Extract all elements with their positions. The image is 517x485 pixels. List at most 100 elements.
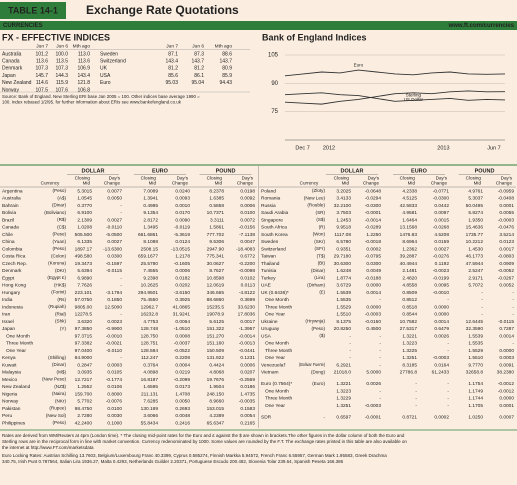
country: Australia	[2, 196, 21, 202]
rate-value: 151.322	[207, 326, 225, 332]
rate-value: -0.0267	[498, 275, 515, 281]
rate-value: 2.7280	[77, 413, 92, 419]
rate-value: 0.2165	[240, 420, 255, 426]
rate-value: 41.0865	[173, 304, 191, 310]
column-header: Jun 7	[36, 43, 48, 49]
rate-value: 0.5858	[209, 203, 224, 209]
rate-value: 32.2100	[334, 203, 352, 209]
rate-value: 1.9350	[468, 217, 483, 223]
index-name: Canada	[2, 59, 20, 65]
sub-header: Change	[363, 181, 380, 186]
rate-value: 0.0064	[175, 319, 190, 325]
currency: (SR)	[316, 210, 326, 215]
index-name: USA	[100, 73, 111, 79]
rate-value: 17.8036	[238, 312, 256, 318]
index-value: 101.2	[35, 51, 48, 57]
rate-value: -0.2099	[174, 377, 191, 383]
rate-value: 8.1375	[336, 319, 351, 325]
country: Philippines	[2, 420, 26, 426]
rate-value: -0.0156	[239, 225, 256, 231]
rate-value: 0.0014	[366, 290, 381, 296]
group-header: POUND	[475, 168, 495, 174]
rate-value: 0.0001	[499, 203, 514, 209]
rate-value: -	[120, 356, 122, 361]
rate-value: -1.0510	[174, 326, 191, 332]
rate-value: 3.6320	[77, 319, 92, 325]
rate-value: 19078.9	[207, 312, 225, 318]
rate-value: -	[481, 291, 483, 296]
rate-value: 775.341	[207, 254, 225, 260]
country: Bolivia	[2, 210, 16, 216]
rate-value: 0.0000	[366, 304, 381, 310]
rate-value: 3.0935	[77, 370, 92, 376]
country: One Month	[265, 388, 289, 394]
rate-value: 0.0097	[434, 210, 449, 216]
currency: (M$)	[57, 369, 67, 374]
rate-value: 4.8558	[402, 283, 417, 289]
rate-value: 4.7753	[143, 319, 158, 325]
rate-value: 505.500	[75, 232, 93, 238]
rate-value: 0.0050	[175, 399, 190, 405]
rate-value: 0.6479	[434, 326, 449, 332]
currency: (DKr)	[55, 268, 66, 273]
rate-value: 65.6347	[207, 420, 225, 426]
country: Colombia	[2, 246, 23, 252]
rate-value: -0.1774	[106, 377, 123, 383]
rate-value: 2947.90	[207, 246, 225, 252]
rate-value: 32658.8	[466, 370, 484, 376]
currency: (Dinar)	[52, 203, 67, 208]
rate-value: 0.0000	[434, 304, 449, 310]
rate-value: 55.8434	[141, 420, 159, 426]
rate-value: 0.0090	[175, 217, 190, 223]
index-value: 145.7	[35, 73, 48, 79]
country: One Month	[6, 333, 30, 339]
country: Saudi Arabia	[261, 210, 289, 216]
group-header: DOLLAR	[341, 168, 364, 174]
column-header: Mth ago	[73, 43, 91, 49]
rate-value: 0.0027	[107, 239, 122, 245]
index-value: 95.03	[165, 80, 178, 86]
rate-value: 1476.83	[400, 232, 418, 238]
rate-value: 33.6230	[238, 304, 256, 310]
rate-value: 1.6248	[336, 268, 351, 274]
rate-value: 0.0093	[175, 196, 190, 202]
rate-value: 8.6964	[402, 239, 417, 245]
chart-title: Bank of England Indices	[262, 32, 367, 42]
rate-value: 8.2378	[209, 188, 224, 194]
rate-value: 2.8172	[143, 217, 158, 223]
rate-value: 2.5247	[468, 268, 483, 274]
country: UK (0.6436)*	[261, 290, 289, 296]
rate-value: 32.3590	[466, 326, 484, 332]
rate-value: -0.0110	[106, 348, 122, 354]
currency: (R)	[319, 224, 326, 229]
rate-value: 0.0055	[499, 210, 514, 216]
rate-value: -	[447, 397, 449, 402]
country: Bahrain	[2, 203, 19, 209]
rate-value: 0.0054	[240, 413, 255, 419]
section-url: www.ft.com/currencies	[448, 23, 515, 29]
index-name: Japan	[2, 73, 16, 79]
index-value: 113.0	[78, 51, 90, 57]
currency: (Peso)	[52, 420, 66, 425]
rate-value: 0.0004	[175, 362, 190, 368]
rate-value: -	[349, 342, 351, 347]
rate-value: 0.0003	[499, 355, 514, 361]
index-name: Denmark	[2, 66, 23, 72]
rate-value: 50.0495	[466, 203, 484, 209]
rate-value: 1117.08	[334, 232, 351, 238]
currency: (R$)	[57, 217, 66, 222]
country: South Africa	[261, 225, 287, 231]
rate-value: -	[512, 298, 514, 303]
sub-header: Closing	[466, 176, 482, 181]
currency: (Hrywnja)	[305, 319, 325, 324]
rate-value: 0.0000	[499, 348, 514, 354]
index-value: 85.9	[222, 73, 232, 79]
currency: (HK$)	[54, 282, 66, 287]
rate-value: 5.7702	[77, 399, 92, 405]
rate-value: 3.6066	[143, 413, 158, 419]
rate-value: 40.4944	[400, 261, 418, 267]
rate-value: -	[379, 389, 381, 394]
x-tick-label: Jun 7	[487, 145, 500, 151]
rate-value: -0.0003	[365, 403, 382, 409]
rate-value: 8.7627	[209, 268, 224, 274]
